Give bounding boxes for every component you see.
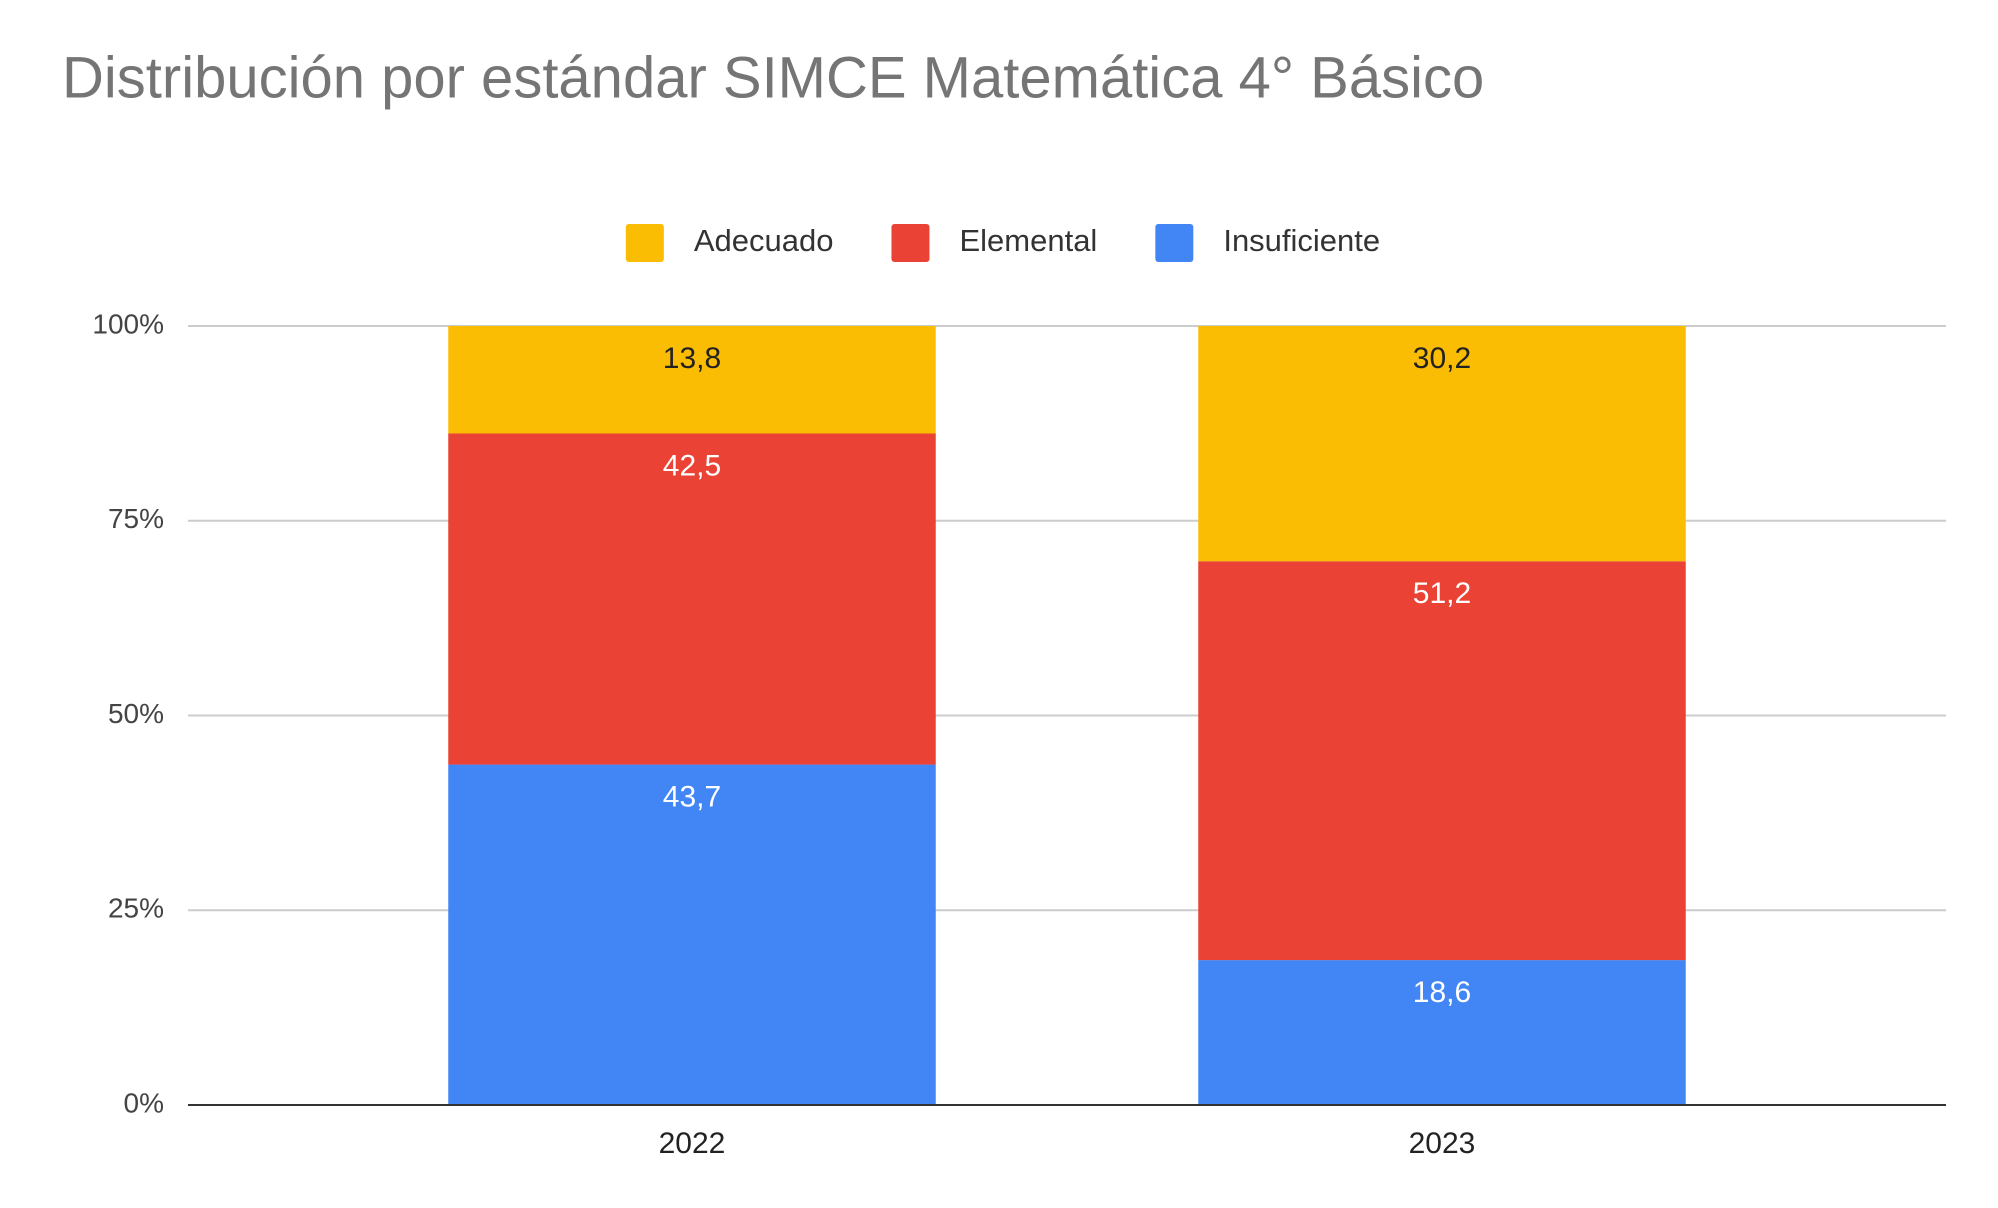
bar-segment	[1198, 960, 1686, 1105]
data-label: 18,6	[1413, 976, 1471, 1009]
legend-label: Adecuado	[694, 223, 834, 258]
data-label: 13,8	[663, 342, 721, 375]
x-tick-label: 2023	[1409, 1127, 1476, 1160]
y-tick-label: 0%	[124, 1087, 164, 1118]
y-tick-label: 25%	[108, 893, 164, 924]
legend-swatch	[625, 224, 664, 262]
bar-segment	[1198, 326, 1686, 562]
x-tick-label: 2022	[659, 1127, 726, 1160]
legend-label: Insuficiente	[1223, 223, 1380, 258]
legend-swatch	[891, 224, 930, 262]
data-label: 43,7	[663, 780, 721, 813]
bar-segment	[448, 764, 936, 1105]
bar-segment	[448, 326, 936, 434]
y-tick-label: 100%	[92, 308, 164, 339]
y-tick-label: 75%	[108, 503, 164, 534]
bar-segment	[1198, 561, 1686, 961]
chart-title: Distribución por estándar SIMCE Matemáti…	[62, 45, 1484, 110]
legend-swatch	[1155, 224, 1194, 262]
bar-segment	[448, 433, 936, 765]
data-label: 42,5	[663, 449, 721, 482]
data-label: 30,2	[1413, 342, 1471, 375]
legend-label: Elemental	[959, 223, 1097, 258]
data-label: 51,2	[1413, 577, 1471, 610]
y-tick-label: 50%	[108, 698, 164, 729]
